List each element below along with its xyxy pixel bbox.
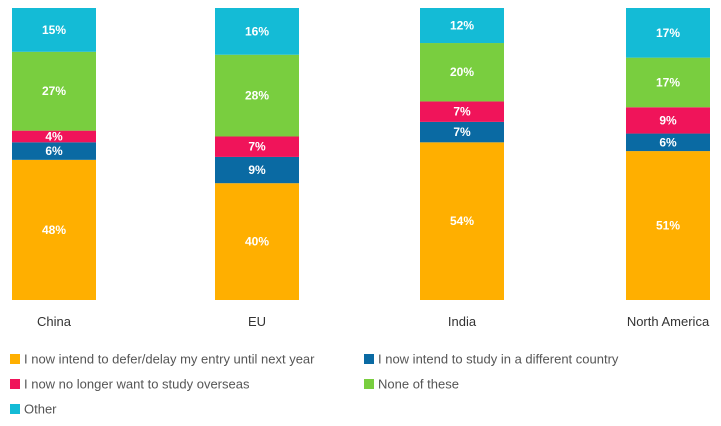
value-labels-layer: 48%6%4%27%15%40%9%7%28%16%54%7%7%20%12%5… [42, 19, 680, 249]
bar-segment-china-1 [12, 142, 96, 160]
legend-swatch-2 [10, 379, 20, 389]
bar-segment-india-2 [420, 101, 504, 122]
bar-segment-china-0 [12, 159, 96, 300]
bars-layer [12, 8, 710, 300]
value-label-china-4: 15% [42, 23, 66, 37]
legend-label-0: I now intend to defer/delay my entry unt… [24, 352, 315, 367]
bar-segment-china-3 [12, 51, 96, 131]
value-label-india-2: 7% [453, 105, 471, 119]
bar-segment-india-3 [420, 43, 504, 102]
bar-segment-north-america-1 [626, 133, 710, 152]
legend-item-1: I now intend to study in a different cou… [364, 352, 619, 367]
legend-item-4: Other [10, 402, 57, 417]
value-label-eu-1: 9% [248, 163, 266, 177]
value-label-north-america-3: 17% [656, 75, 680, 89]
category-label-north-america: North America [627, 314, 710, 329]
value-label-china-3: 27% [42, 84, 66, 98]
legend-swatch-0 [10, 354, 20, 364]
bar-segment-eu-3 [215, 54, 299, 137]
legend-item-3: None of these [364, 377, 459, 392]
bar-segment-china-2 [12, 130, 96, 143]
legend: I now intend to defer/delay my entry unt… [10, 352, 619, 417]
legend-item-2: I now no longer want to study overseas [10, 377, 250, 392]
value-label-north-america-1: 6% [659, 135, 677, 149]
legend-item-0: I now intend to defer/delay my entry unt… [10, 352, 315, 367]
value-label-eu-4: 16% [245, 24, 269, 38]
bar-segment-china-4 [12, 8, 96, 52]
bar-segment-eu-2 [215, 136, 299, 157]
value-label-china-0: 48% [42, 223, 66, 237]
bar-segment-north-america-3 [626, 57, 710, 108]
value-label-north-america-4: 17% [656, 26, 680, 40]
category-labels-layer: China EU India North America [37, 314, 710, 329]
value-label-eu-0: 40% [245, 235, 269, 249]
value-label-china-2: 4% [45, 129, 63, 143]
legend-swatch-3 [364, 379, 374, 389]
category-label-china: China [37, 314, 72, 329]
value-label-india-1: 7% [453, 125, 471, 139]
legend-label-3: None of these [378, 377, 459, 392]
category-label-india: India [448, 314, 477, 329]
value-label-india-4: 12% [450, 19, 474, 33]
legend-label-2: I now no longer want to study overseas [24, 377, 250, 392]
bar-segment-eu-0 [215, 183, 299, 300]
value-label-india-0: 54% [450, 214, 474, 228]
value-label-china-1: 6% [45, 144, 63, 158]
value-label-eu-2: 7% [248, 140, 266, 154]
bar-segment-india-0 [420, 142, 504, 300]
category-label-eu: EU [248, 314, 266, 329]
bar-segment-eu-1 [215, 156, 299, 184]
bar-segment-eu-4 [215, 8, 299, 55]
value-label-india-3: 20% [450, 65, 474, 79]
bar-segment-north-america-0 [626, 151, 710, 300]
legend-label-1: I now intend to study in a different cou… [378, 352, 619, 367]
bar-segment-india-4 [420, 8, 504, 44]
value-label-eu-3: 28% [245, 89, 269, 103]
legend-swatch-1 [364, 354, 374, 364]
value-label-north-america-2: 9% [659, 113, 677, 127]
legend-label-4: Other [24, 402, 57, 417]
value-label-north-america-0: 51% [656, 219, 680, 233]
legend-swatch-4 [10, 404, 20, 414]
bar-segment-north-america-4 [626, 8, 710, 58]
bar-segment-india-1 [420, 121, 504, 143]
bar-segment-north-america-2 [626, 107, 710, 134]
